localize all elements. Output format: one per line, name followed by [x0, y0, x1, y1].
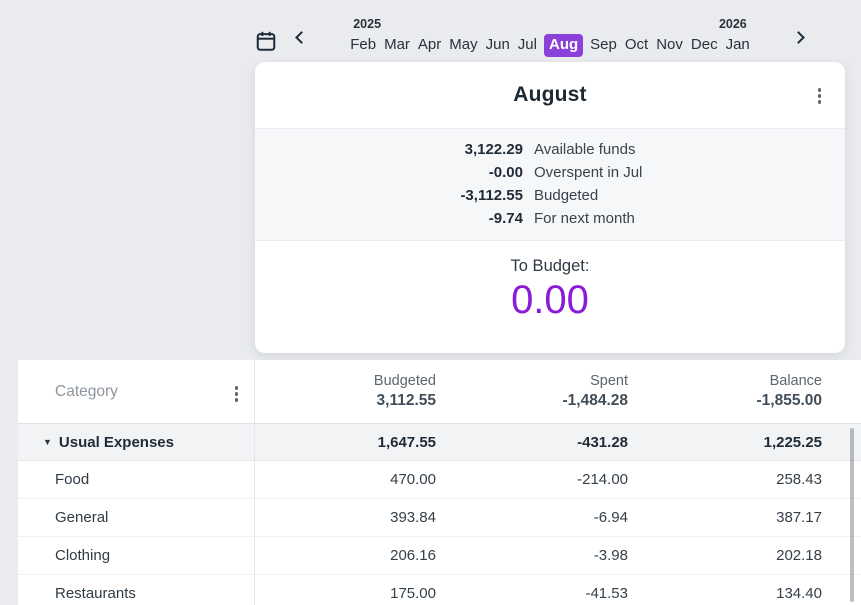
card-header: August [255, 62, 845, 128]
summary-row-overspent: -0.00 Overspent in Jul [255, 161, 845, 184]
months-row: Feb Mar Apr May Jun Jul Aug Sep Oct Nov … [350, 33, 750, 57]
balance-column-label: Balance [769, 373, 822, 389]
category-column-header: Category [18, 360, 255, 423]
budgeted-cell[interactable]: 393.84 [390, 509, 436, 526]
summary-row-available-funds: 3,122.29 Available funds [255, 138, 845, 161]
month-sep[interactable]: Sep [590, 36, 617, 53]
month-may[interactable]: May [449, 36, 478, 53]
budgeted-column-total: 3,112.55 [376, 392, 436, 409]
chevron-right-icon[interactable] [792, 30, 805, 44]
category-row-restaurants: Restaurants 175.00 -41.53 134.40 [18, 575, 861, 605]
month-picker: 2025 2026 Feb Mar Apr May Jun Jul Aug Se… [255, 0, 845, 62]
balance-cell[interactable]: 387.17 [776, 509, 822, 526]
calendar-icon[interactable] [255, 30, 277, 52]
budget-table: Category Budgeted 3,112.55 Spent -1,484.… [18, 360, 861, 605]
balance-cell[interactable]: 258.43 [776, 471, 822, 488]
balance-cell[interactable]: 134.40 [776, 585, 822, 602]
budgeted-column-header[interactable]: Budgeted 3,112.55 [255, 372, 446, 411]
spent-cell[interactable]: -214.00 [577, 471, 628, 488]
month-navigation-bar: 2025 2026 Feb Mar Apr May Jun Jul Aug Se… [0, 0, 861, 62]
group-budgeted-value[interactable]: 1,647.55 [377, 433, 436, 451]
spent-cell[interactable]: -6.94 [593, 509, 628, 526]
month-jan[interactable]: Jan [725, 36, 750, 53]
month-apr[interactable]: Apr [417, 36, 442, 53]
budgeted-value: -3,112.55 [460, 187, 523, 204]
category-header-label: Category [55, 382, 118, 400]
category-name-cell[interactable]: Food [18, 461, 255, 498]
month-jul[interactable]: Jul [517, 36, 537, 53]
budgeted-column-label: Budgeted [373, 373, 436, 389]
category-name-cell[interactable]: General [18, 499, 255, 536]
vertical-scrollbar[interactable] [850, 428, 854, 602]
balance-column-header[interactable]: Balance -1,855.00 [638, 372, 832, 411]
group-balance-value[interactable]: 1,225.25 [763, 433, 822, 451]
balance-column-total: -1,855.00 [756, 392, 823, 409]
group-name-cell[interactable]: ▼ Usual Expenses [18, 424, 255, 460]
category-row-food: Food 470.00 -214.00 258.43 [18, 461, 861, 499]
year-label-right: 2026 [718, 17, 747, 31]
month-dec[interactable]: Dec [690, 36, 718, 53]
category-name-cell[interactable]: Clothing [18, 537, 255, 574]
budgeted-cell[interactable]: 175.00 [390, 585, 436, 602]
month-feb[interactable]: Feb [350, 36, 377, 53]
funds-summary: 3,122.29 Available funds -0.00 Overspent… [255, 128, 845, 241]
month-jun[interactable]: Jun [485, 36, 510, 53]
kebab-menu-icon[interactable] [814, 84, 826, 108]
available-funds-label: Available funds [534, 141, 636, 158]
chevron-left-icon[interactable] [295, 30, 308, 44]
available-funds-value: 3,122.29 [464, 141, 523, 158]
month-aug-selected[interactable]: Aug [543, 33, 584, 57]
spent-cell[interactable]: -3.98 [593, 547, 628, 564]
category-kebab-menu-icon[interactable] [231, 382, 243, 406]
summary-row-next-month: -9.74 For next month [255, 207, 845, 230]
budgeted-label: Budgeted [534, 187, 599, 204]
summary-row-budgeted: -3,112.55 Budgeted [255, 184, 845, 207]
to-budget-section: To Budget: 0.00 [255, 241, 845, 323]
spent-column-label: Spent [590, 373, 628, 389]
months-block: 2025 2026 Feb Mar Apr May Jun Jul Aug Se… [350, 6, 750, 57]
overspent-value: -0.00 [488, 164, 523, 181]
to-budget-label: To Budget: [510, 257, 590, 275]
spent-column-header[interactable]: Spent -1,484.28 [446, 372, 638, 411]
overspent-label: Overspent in Jul [534, 164, 643, 181]
next-month-label: For next month [534, 210, 635, 227]
year-label-left: 2025 [353, 17, 382, 31]
years-row: 2025 2026 [350, 17, 750, 33]
group-spent-value[interactable]: -431.28 [577, 433, 628, 451]
totals-header: Budgeted 3,112.55 Spent -1,484.28 Balanc… [255, 360, 861, 423]
collapse-arrow-icon[interactable]: ▼ [43, 436, 52, 447]
group-name: Usual Expenses [58, 433, 174, 451]
table-header: Category Budgeted 3,112.55 Spent -1,484.… [18, 360, 861, 424]
balance-cell[interactable]: 202.18 [776, 547, 822, 564]
category-row-general: General 393.84 -6.94 387.17 [18, 499, 861, 537]
to-budget-amount[interactable]: 0.00 [511, 278, 589, 322]
category-group-row: ▼ Usual Expenses 1,647.55 -431.28 1,225.… [18, 424, 861, 461]
next-month-value: -9.74 [488, 210, 523, 227]
spent-column-total: -1,484.28 [562, 392, 629, 409]
month-nov[interactable]: Nov [656, 36, 683, 53]
month-budget-card: August 3,122.29 Available funds -0.00 Ov… [255, 62, 845, 353]
spent-cell[interactable]: -41.53 [585, 585, 628, 602]
month-oct[interactable]: Oct [624, 36, 649, 53]
category-row-clothing: Clothing 206.16 -3.98 202.18 [18, 537, 861, 575]
month-mar[interactable]: Mar [384, 36, 410, 53]
month-title: August [513, 83, 587, 106]
budgeted-cell[interactable]: 470.00 [390, 471, 436, 488]
category-name-cell[interactable]: Restaurants [18, 575, 255, 605]
budgeted-cell[interactable]: 206.16 [390, 547, 436, 564]
